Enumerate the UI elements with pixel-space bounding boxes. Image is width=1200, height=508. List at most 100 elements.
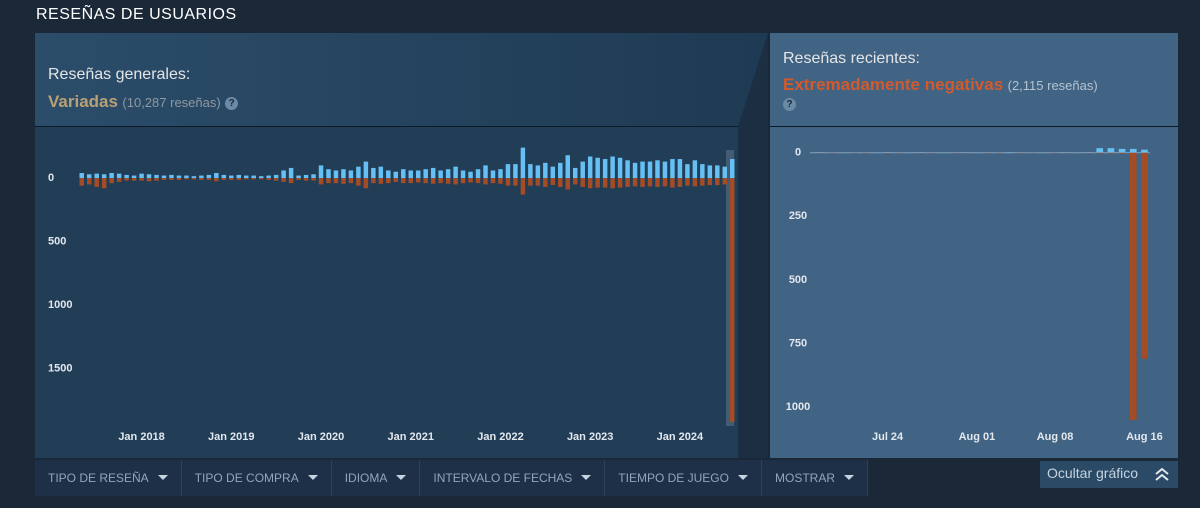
y-tick-label: 1500 (48, 362, 72, 374)
recent-range-highlight (726, 150, 734, 426)
bar (1107, 148, 1115, 153)
bar (685, 164, 690, 179)
bar (356, 178, 361, 186)
bar (558, 162, 563, 179)
bar (884, 151, 891, 153)
bar (116, 178, 122, 182)
x-tick-label: Jul 24 (872, 431, 904, 443)
bar (535, 178, 541, 186)
bar (124, 178, 129, 181)
bar (677, 159, 683, 179)
bar (558, 178, 563, 187)
filter-dropdown[interactable]: MOSTRAR (762, 460, 868, 496)
bar (1051, 152, 1059, 153)
bar (154, 178, 159, 181)
bar (640, 178, 645, 187)
x-tick-label: Aug 08 (1037, 431, 1074, 443)
filter-dropdown[interactable]: IDIOMA (332, 460, 421, 496)
bar (124, 174, 129, 179)
bar (401, 169, 406, 179)
bar (1141, 149, 1148, 153)
bar (333, 178, 339, 184)
bar (951, 152, 958, 153)
bar (468, 171, 473, 179)
range-connector (738, 33, 768, 458)
bar (839, 152, 847, 153)
bar (1018, 152, 1025, 154)
bar (861, 152, 869, 153)
y-tick-label: 500 (48, 235, 66, 247)
bar (371, 167, 376, 179)
bar (1062, 151, 1070, 153)
bar (632, 178, 638, 187)
bar (700, 164, 705, 179)
bar (475, 178, 481, 184)
bar (139, 178, 144, 181)
bar (333, 170, 339, 179)
bar (1096, 148, 1104, 153)
bar (1062, 152, 1070, 154)
x-tick-label: Jan 2019 (208, 431, 254, 443)
bar (1141, 152, 1148, 359)
hide-graph-label: Ocultar gráfico (1047, 465, 1139, 481)
bar (266, 175, 271, 179)
bar (685, 178, 690, 186)
bar (1007, 151, 1014, 153)
filter-dropdown[interactable]: TIPO DE COMPRA (182, 460, 332, 496)
bar (453, 166, 458, 179)
bar (580, 161, 585, 179)
overall-rating: Variadas (48, 92, 118, 111)
y-tick-label: 750 (789, 337, 807, 349)
bar (139, 173, 144, 179)
bar (318, 165, 324, 179)
bar (356, 166, 361, 179)
bar (1085, 151, 1092, 153)
bar (408, 178, 413, 184)
bar (707, 178, 713, 186)
bar (543, 178, 548, 187)
bar (670, 159, 675, 179)
hide-graph-button[interactable]: Ocultar gráfico (1040, 461, 1178, 488)
bar (199, 178, 204, 180)
bar (572, 167, 578, 179)
bar (161, 175, 167, 179)
bar (1029, 152, 1037, 153)
bar (386, 170, 391, 179)
bar (722, 166, 728, 179)
bar (169, 174, 174, 179)
help-icon[interactable]: ? (225, 97, 239, 110)
bar (572, 178, 578, 185)
bar (692, 178, 698, 187)
bar (1040, 152, 1048, 153)
bar (146, 174, 152, 179)
bar (341, 178, 346, 184)
bar (423, 169, 428, 179)
bar (632, 162, 638, 179)
bar (378, 166, 384, 179)
filter-dropdown[interactable]: TIPO DE RESEÑA (35, 460, 182, 496)
bar (498, 169, 503, 179)
overall-rating-row: Variadas (10,287 reseñas) ? (48, 92, 239, 112)
recent-rating-row: Extremadamente negativas (2,115 reseñas)… (783, 75, 1173, 113)
bar (423, 178, 428, 184)
bar (288, 167, 294, 179)
help-icon[interactable]: ? (783, 98, 796, 111)
filter-dropdown[interactable]: TIEMPO DE JUEGO (605, 460, 762, 496)
bar (288, 178, 294, 184)
bar (221, 178, 227, 180)
bar (348, 170, 354, 179)
bar (587, 178, 593, 189)
chevron-icon (1155, 467, 1169, 481)
bar (101, 178, 107, 189)
bar (258, 178, 264, 180)
bar (917, 152, 925, 154)
bar (610, 156, 615, 179)
x-tick-label: Aug 16 (1126, 431, 1163, 443)
bar (206, 174, 212, 179)
bar (580, 178, 585, 187)
filter-dropdown[interactable]: INTERVALO DE FECHAS (420, 460, 606, 496)
bar (928, 152, 936, 153)
bar (363, 178, 369, 189)
bar (176, 178, 182, 180)
